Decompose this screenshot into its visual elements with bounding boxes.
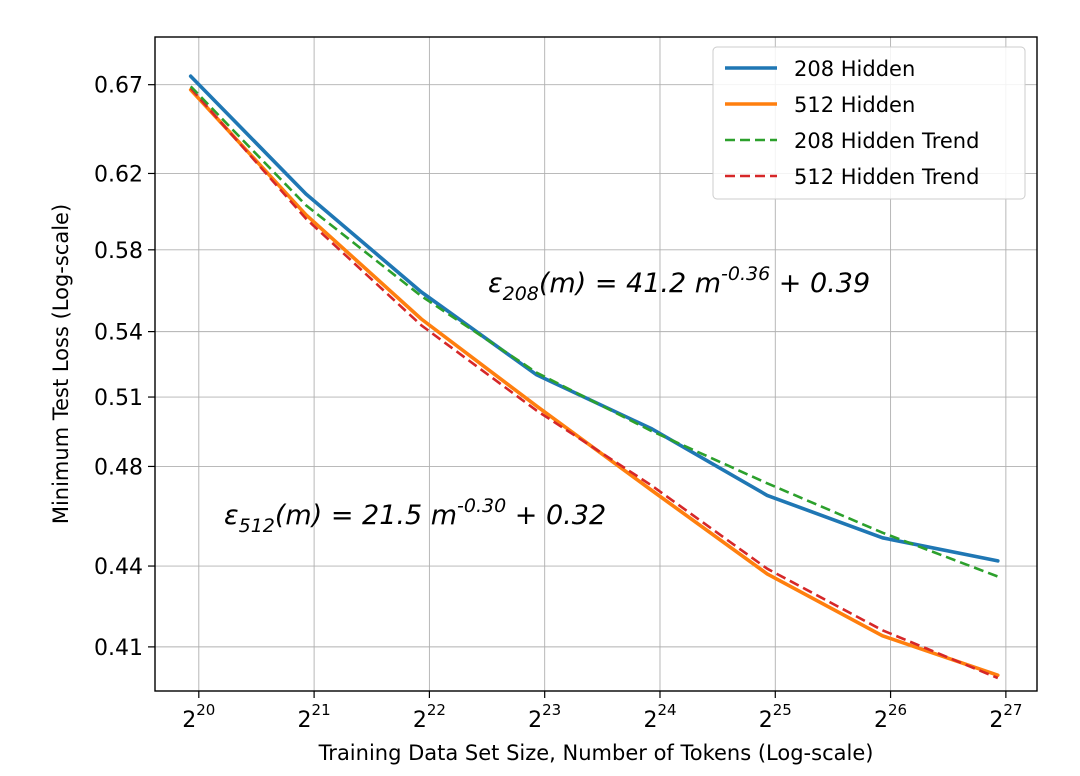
512-hidden-trend-line	[189, 87, 999, 680]
y-tick-label-6: 0.62	[94, 162, 143, 187]
x-tick-label-7: 227	[989, 701, 1022, 733]
legend-label-512-hidden-trend: 512 Hidden Trend	[794, 165, 979, 189]
equation-512-subscript: 512	[239, 515, 275, 537]
x-tick-label-5: 225	[759, 701, 792, 733]
equation-208-annotation: ε208(m) = 41.2 m-0.36 + 0.39	[488, 263, 870, 305]
y-tick-label-0: 0.41	[94, 636, 143, 661]
y-tick-label-4: 0.54	[94, 321, 143, 346]
equation-208-exponent: -0.36	[721, 263, 770, 285]
x-tick-label-3: 223	[528, 701, 561, 733]
x-tick-label-4: 224	[643, 701, 676, 733]
equation-208-body: (m) = 41.2 m	[539, 268, 721, 299]
y-tick-label-5: 0.58	[94, 239, 143, 264]
x-tick-label-1: 221	[298, 701, 331, 733]
equation-512-symbol: ε	[224, 500, 239, 531]
y-tick-label-7: 0.67	[94, 74, 143, 99]
legend-label-208-hidden-trend: 208 Hidden Trend	[794, 129, 979, 153]
axis-ticks: 220 221 222 223 224 225 226 227 0.41 0.44 0.48 0.51…	[94, 74, 1022, 733]
x-tick-label-6: 226	[874, 701, 907, 733]
series-layer	[188, 74, 1000, 680]
y-axis-label: Minimum Test Loss (Log-scale)	[49, 204, 73, 524]
plot-frame	[154, 36, 1038, 692]
equation-512-exponent: -0.30	[457, 495, 506, 517]
y-tick-label-2: 0.48	[94, 455, 143, 480]
equation-208-constant: + 0.39	[770, 268, 870, 299]
equation-512-constant: + 0.32	[506, 500, 606, 531]
equation-208-symbol: ε	[488, 268, 503, 299]
legend-label-512-hidden: 512 Hidden	[794, 93, 915, 117]
legend-box	[712, 46, 1026, 200]
equation-512-body: (m) = 21.5 m	[275, 500, 457, 531]
legend: 208 Hidden 512 Hidden 208 Hidden Trend 512 …	[712, 46, 1026, 200]
equation-208-subscript: 208	[503, 283, 539, 305]
equation-512-annotation: ε512(m) = 21.5 m-0.30 + 0.32	[224, 495, 606, 537]
x-tick-label-2: 222	[413, 701, 446, 733]
legend-label-208-hidden: 208 Hidden	[794, 57, 915, 81]
x-tick-label-0: 220	[182, 701, 215, 733]
x-axis-label: Training Data Set Size, Number of Tokens…	[318, 741, 874, 765]
y-tick-label-1: 0.44	[94, 555, 143, 580]
y-tick-label-3: 0.51	[94, 386, 143, 411]
208-hidden-trend-line	[189, 85, 999, 578]
